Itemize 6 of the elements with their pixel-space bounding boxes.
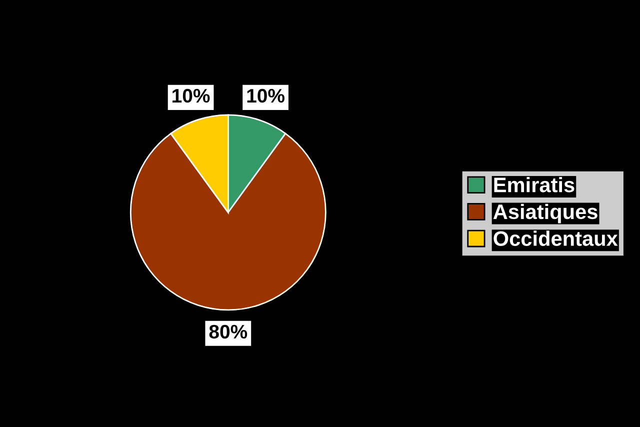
data-label: 80% [209,324,248,339]
legend-label: Emiratis [494,177,574,192]
data-label: 10% [247,88,284,103]
data-label: 10% [172,88,210,103]
legend-label: Occidentaux [494,230,618,246]
legend-label: Asiatiques [493,204,598,224]
